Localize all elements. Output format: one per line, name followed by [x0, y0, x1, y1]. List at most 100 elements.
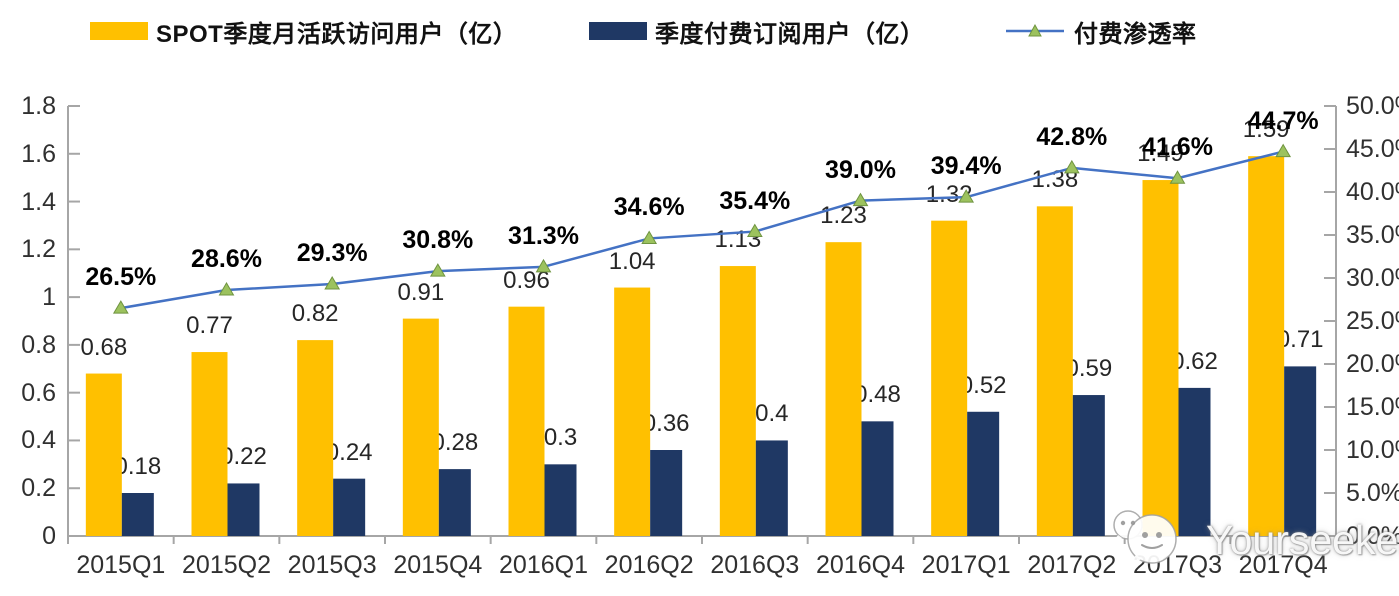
x-axis-label: 2015Q2: [182, 551, 271, 579]
bar-subscribers-2015Q3: [333, 478, 366, 536]
y-axis-right-tick-label: 30.0%: [1346, 264, 1399, 292]
x-axis-label: 2015Q1: [76, 551, 166, 579]
y-axis-right-tick-label: 35.0%: [1346, 221, 1399, 249]
subscriber-value-label: 0.52: [959, 371, 1007, 399]
bar-subscribers-2016Q2: [650, 450, 683, 536]
y-axis-left-tick-label: 1.4: [21, 187, 56, 216]
mau-value-label: 1.59: [1242, 116, 1290, 144]
penetration-rate-label: 39.0%: [825, 155, 896, 184]
mau-value-label: 1.49: [1137, 140, 1184, 168]
legend-swatch-penetration-line: [1006, 23, 1064, 39]
y-axis-right-tick-label: 10.0%: [1346, 436, 1399, 464]
mau-value-label: 1.04: [608, 247, 656, 275]
x-axis-label: 2017Q1: [921, 551, 1011, 579]
penetration-marker-2016Q3: [746, 223, 763, 238]
subscriber-value-label: 0.62: [1171, 347, 1218, 375]
bar-subscribers-2017Q1: [967, 411, 1000, 536]
bar-mau-2016Q3: [719, 266, 756, 536]
y-axis-right-tick-label: 25.0%: [1346, 307, 1399, 335]
mau-value-label: 0.77: [186, 312, 233, 340]
penetration-rate-label: 28.6%: [191, 245, 262, 274]
penetration-marker-2015Q4: [429, 263, 446, 277]
penetration-rate-label: 34.6%: [613, 193, 685, 222]
legend-label-subscribers: 季度付费订阅用户（亿）: [655, 20, 925, 48]
subscriber-value-label: 0.36: [642, 410, 690, 437]
subscriber-value-label: 0.22: [220, 443, 267, 471]
x-axis-label: 2015Q3: [287, 551, 377, 579]
y-axis-right-tick-label: 40.0%: [1346, 178, 1399, 206]
x-axis-label: 2017Q2: [1027, 551, 1117, 579]
y-axis-left-tick-label: 1.2: [21, 235, 56, 264]
y-axis-right-tick-label: 45.0%: [1346, 135, 1399, 163]
penetration-marker-2015Q1: [112, 300, 129, 314]
bar-mau-2016Q1: [508, 306, 545, 536]
penetration-rate-label: 29.3%: [296, 239, 368, 268]
bar-mau-2015Q1: [85, 373, 122, 536]
penetration-line: [120, 150, 1284, 310]
y-axis-left-tick-label: 1.8: [21, 92, 56, 120]
subscriber-value-label: 0.48: [854, 381, 901, 409]
subscriber-value-label: 0.18: [114, 453, 162, 480]
legend-item-mau: SPOT季度月活跃访问用户（亿）: [90, 16, 518, 48]
penetration-rate-label: 35.4%: [719, 186, 791, 215]
y-axis-left-tick-label: 0.4: [21, 426, 56, 455]
bar-mau-2017Q3: [1142, 180, 1179, 537]
subscriber-value-label: 0.71: [1276, 326, 1324, 354]
penetration-rate-label: 41.6%: [1142, 133, 1213, 162]
x-axis-label: 2016Q2: [604, 551, 694, 579]
subscriber-value-label: 0.3: [543, 424, 578, 452]
y-axis-left-tick-label: 0.6: [21, 378, 56, 407]
y-axis-left-tick-label: 0.8: [21, 330, 56, 359]
subscriber-value-label: 0.24: [325, 438, 373, 466]
bar-mau-2016Q2: [614, 287, 651, 536]
legend-swatch-subscribers: [589, 22, 647, 40]
x-axis-label: 2015Q4: [393, 551, 483, 579]
mau-value-label: 1.23: [820, 202, 867, 230]
y-axis-right-tick-label: 5.0%: [1346, 479, 1399, 507]
bar-subscribers-2017Q4: [1284, 366, 1317, 536]
penetration-rate-label: 26.5%: [85, 263, 157, 292]
bar-subscribers-2016Q3: [755, 440, 788, 536]
bar-subscribers-2015Q2: [227, 483, 260, 536]
bar-subscribers-2016Q1: [544, 464, 577, 536]
penetration-rate-label: 44.7%: [1247, 106, 1319, 135]
bar-mau-2015Q3: [297, 340, 334, 536]
bar-mau-2017Q2: [1036, 206, 1073, 537]
legend-item-penetration: 付费渗透率: [1006, 16, 1197, 48]
legend-item-subscribers: 季度付费订阅用户（亿）: [589, 16, 925, 48]
mau-value-label: 0.82: [291, 300, 339, 328]
penetration-marker-2016Q1: [535, 258, 552, 273]
penetration-marker-2017Q2: [1063, 159, 1080, 174]
x-axis-label: 2016Q3: [710, 551, 800, 579]
x-axis-label: 2016Q4: [816, 551, 905, 579]
y-axis-left-tick-label: 0.2: [21, 474, 56, 503]
y-axis-right-tick-label: 20.0%: [1346, 350, 1399, 378]
bar-mau-2017Q4: [1248, 156, 1285, 536]
penetration-marker-2017Q4: [1275, 143, 1292, 158]
penetration-rate-label: 30.8%: [402, 226, 474, 255]
bar-subscribers-2015Q4: [438, 469, 471, 536]
legend-label-penetration: 付费渗透率: [1074, 20, 1197, 48]
bar-mau-2015Q4: [402, 318, 439, 536]
y-axis-left-tick-label: 1.6: [21, 139, 56, 168]
penetration-marker-2016Q2: [641, 230, 658, 244]
bar-subscribers-2015Q1: [121, 493, 154, 536]
bar-mau-2015Q2: [191, 352, 228, 536]
penetration-marker-2016Q4: [852, 192, 869, 207]
line-marker-icon: [1006, 23, 1064, 37]
penetration-marker-2017Q3: [1169, 170, 1186, 184]
bar-subscribers-2017Q3: [1178, 387, 1211, 536]
penetration-rate-label: 39.4%: [930, 152, 1002, 181]
bar-subscribers-2017Q2: [1072, 395, 1105, 536]
mau-value-label: 0.68: [80, 333, 128, 361]
y-axis-left-tick-label: 1: [42, 283, 56, 312]
x-axis-label: 2017Q4: [1238, 551, 1328, 579]
subscriber-value-label: 0.4: [755, 400, 789, 428]
legend-label-mau: SPOT季度月活跃访问用户（亿）: [156, 20, 518, 48]
penetration-rate-label: 31.3%: [508, 221, 579, 250]
legend-swatch-mau: [90, 22, 148, 40]
y-axis-right-tick-label: 0.0%: [1346, 522, 1399, 550]
